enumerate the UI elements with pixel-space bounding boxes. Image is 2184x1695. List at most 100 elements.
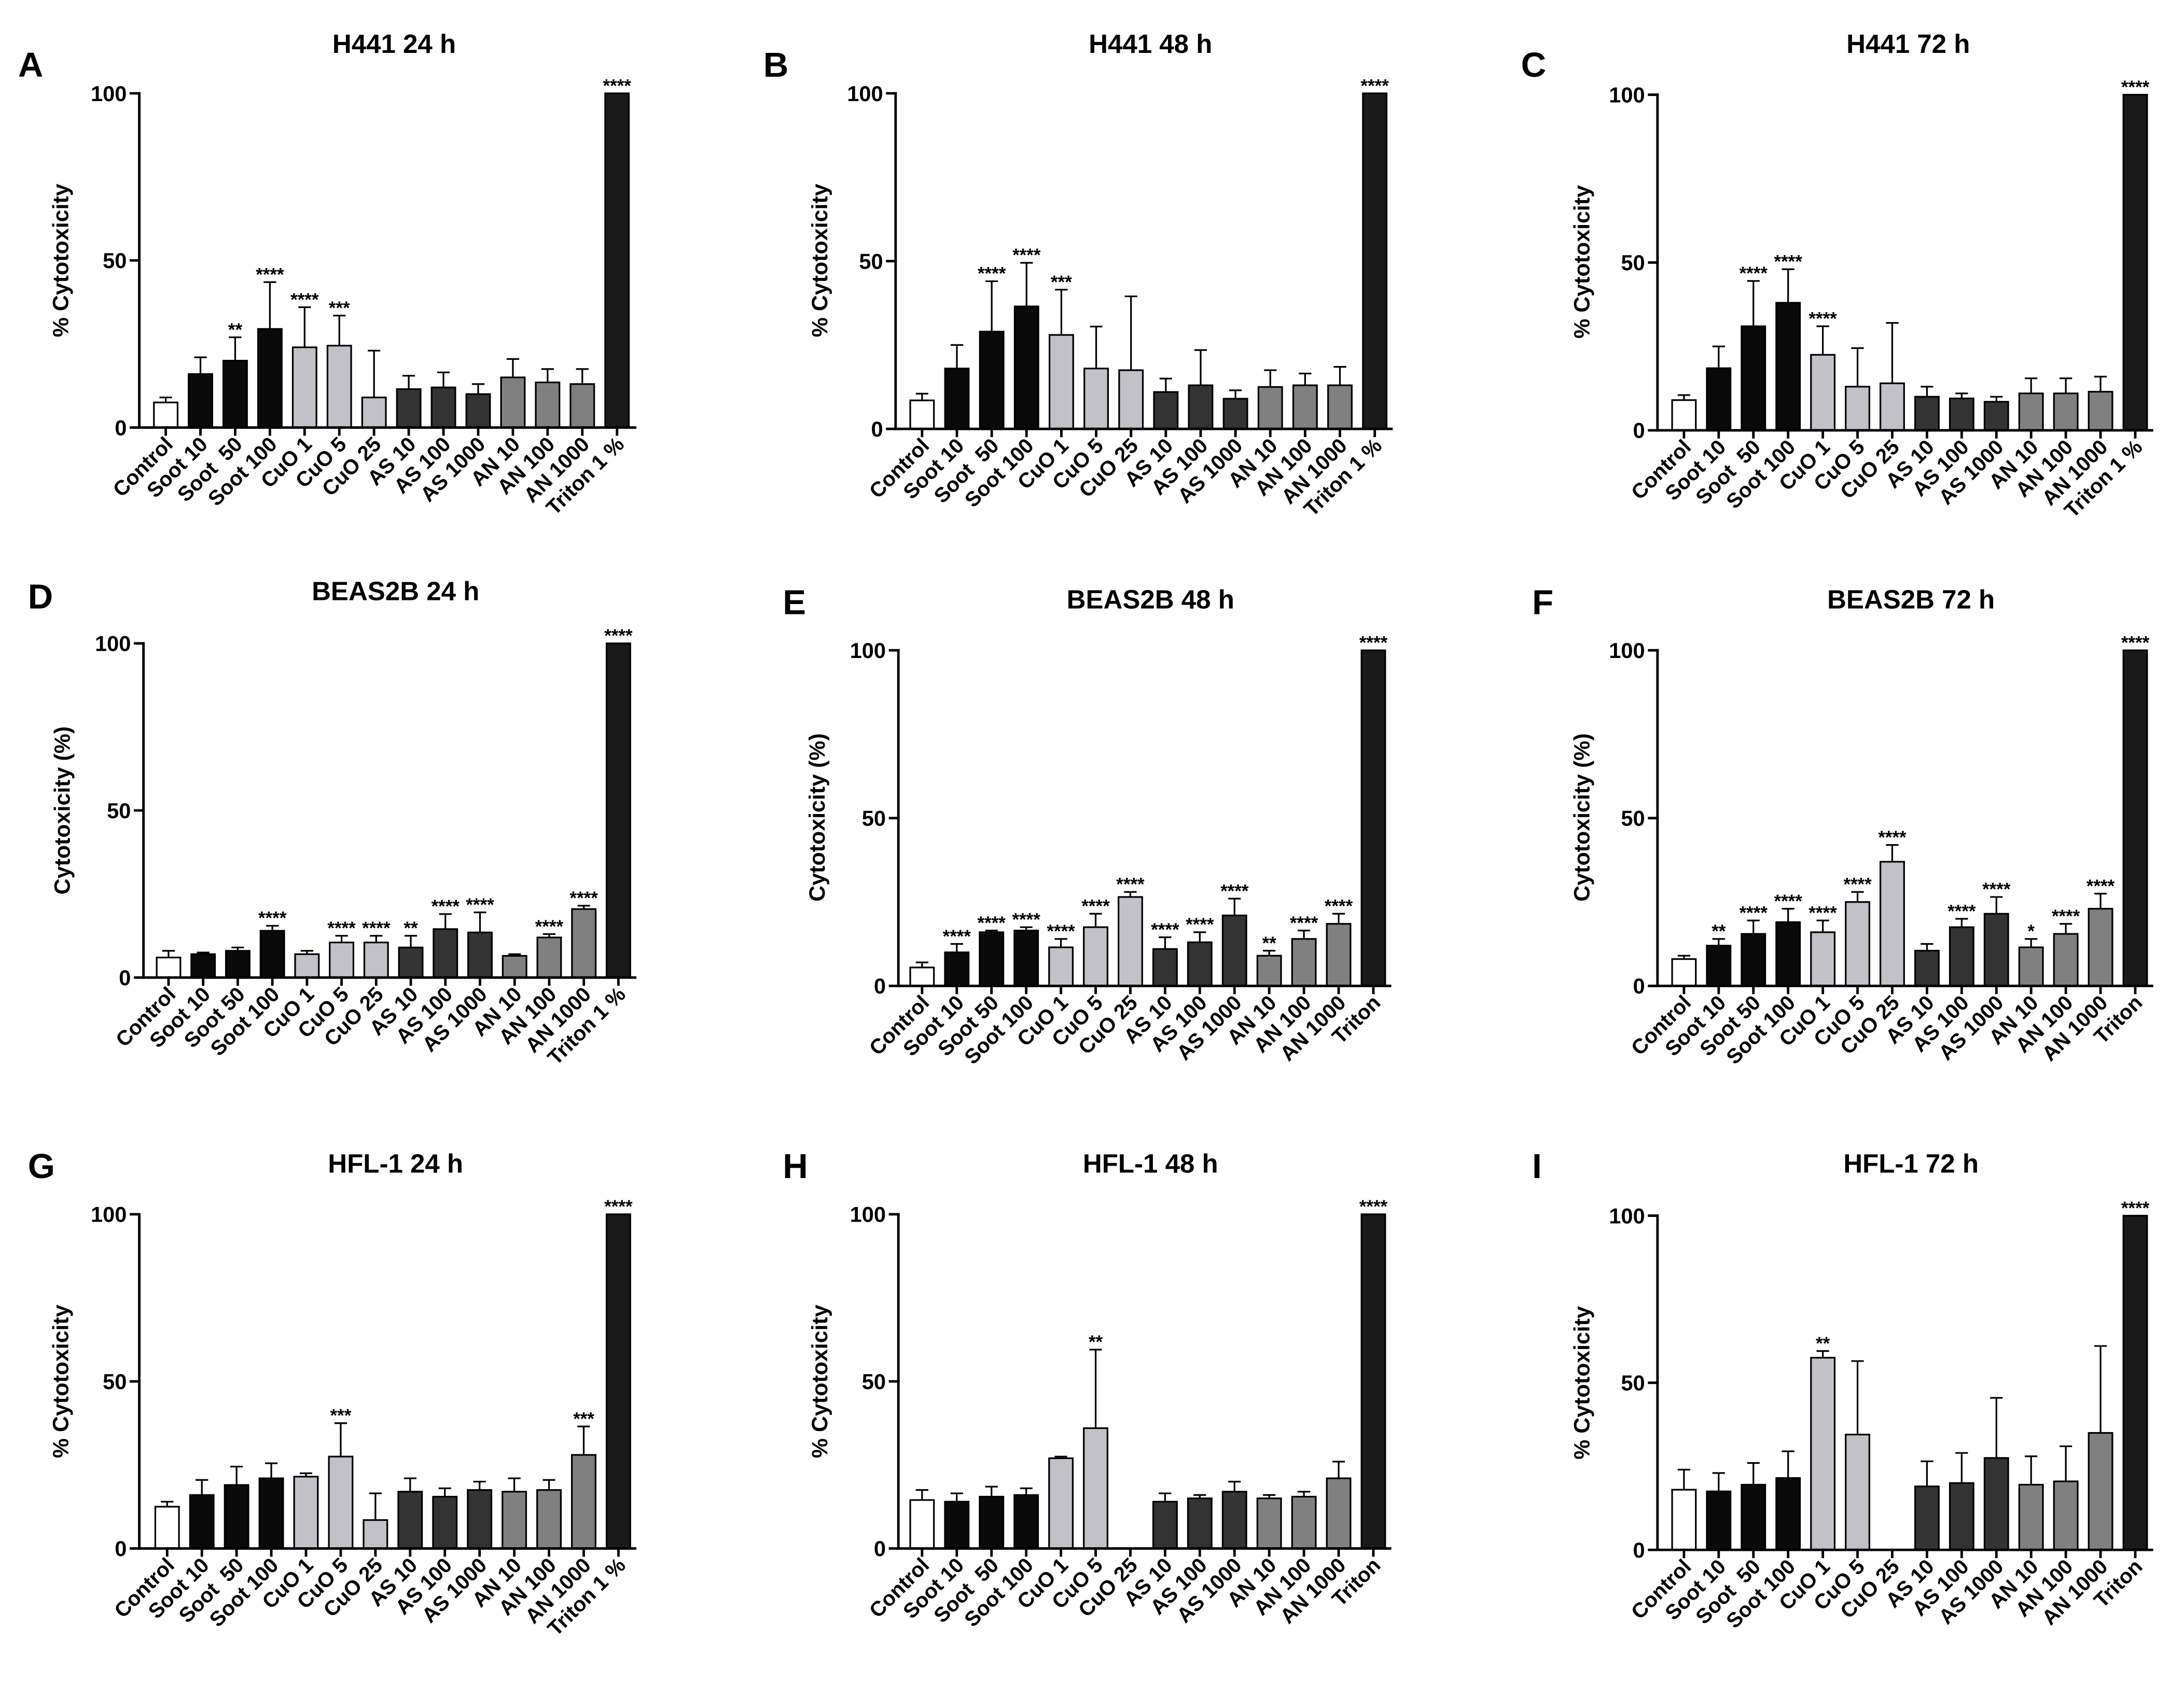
bar-an-1000 (1326, 1477, 1352, 1550)
panel-letter: B (763, 46, 788, 85)
significance-label: **** (466, 895, 494, 915)
y-axis-label: % Cytotoxicity (808, 184, 832, 337)
error-bar-control (915, 393, 928, 401)
y-tick-label: 100 (95, 632, 131, 656)
bar-triton (1360, 1213, 1386, 1550)
error-bar-cuo-5 (334, 1422, 347, 1457)
error-bar-cuo-25 (1124, 891, 1137, 897)
significance-label: **** (1982, 879, 2011, 900)
bar-soot-50 (224, 1484, 249, 1550)
error-bar-an-10 (506, 358, 520, 377)
bar-as-1000 (1221, 1491, 1247, 1550)
bar-cuo-25 (1118, 369, 1144, 430)
significance-label: **** (1359, 633, 1388, 653)
significance-label: * (2027, 921, 2035, 942)
bar-control (1671, 1489, 1697, 1551)
significance-label: **** (978, 913, 1006, 933)
bar-soot-100 (1013, 1494, 1039, 1550)
bar-soot-100 (257, 328, 283, 429)
bar-triton (2122, 1214, 2148, 1551)
error-bar-soot-10 (194, 356, 207, 374)
bar-as-1000 (467, 931, 493, 978)
error-bar-cuo-25 (1886, 844, 1899, 862)
bar-cuo-25 (1880, 861, 1905, 987)
significance-label: **** (2121, 1198, 2150, 1218)
bar-cuo-25 (361, 396, 387, 429)
error-bar-soot-50 (229, 336, 242, 361)
error-bar-as-100 (1955, 918, 1968, 928)
y-axis-label: % Cytotoxicity (808, 1305, 832, 1458)
bar-as-100 (1187, 1497, 1213, 1550)
bar-cuo-5 (1845, 901, 1870, 987)
significance-label: *** (573, 1409, 594, 1429)
bar-as-10 (1914, 1486, 1940, 1551)
y-axis-label: Cytotoxicity (%) (1569, 733, 1594, 902)
significance-label: **** (258, 908, 287, 929)
error-bar-an-100 (2060, 377, 2072, 394)
error-bar-soot-100 (1020, 1487, 1033, 1495)
error-bar-as-10 (1921, 1460, 1933, 1487)
significance-label: **** (1843, 875, 1872, 895)
error-bar-cuo-1 (1816, 919, 1829, 932)
bar-triton-1 (2122, 94, 2148, 431)
bar-as-1000 (1983, 1457, 2009, 1551)
error-bar-as-10 (1159, 936, 1172, 949)
bar-soot-10 (944, 368, 970, 430)
error-bar-as-1000 (1990, 396, 2003, 402)
error-bar-soot-50 (1747, 280, 1760, 327)
error-bar-an-10 (1264, 369, 1277, 387)
error-bar-soot-100 (1782, 268, 1795, 303)
error-bar-as-1000 (1990, 896, 2003, 914)
y-tick-label: 0 (874, 1536, 886, 1561)
significance-label: **** (2121, 633, 2150, 653)
error-bar-cuo-1 (1816, 325, 1829, 355)
bar-soot-100 (1775, 1477, 1801, 1551)
bar-cuo-5 (328, 1455, 354, 1550)
error-bar-cuo-5 (1851, 1360, 1864, 1435)
bar-as-1000 (1983, 401, 2009, 431)
bar-an-100 (2053, 393, 2079, 431)
error-bar-cuo-5 (1851, 347, 1864, 387)
error-bar-an-100 (1298, 930, 1311, 939)
bar-soot-100 (1013, 930, 1039, 987)
y-axis-label: % Cytotoxicity (49, 184, 74, 337)
significance-label: **** (1047, 921, 1075, 942)
bar-cuo-1 (1810, 354, 1836, 431)
bar-cuo-1 (1048, 334, 1074, 430)
error-bar-cuo-5 (1090, 326, 1103, 369)
error-bar-an-1000 (576, 368, 589, 384)
bar-cuo-5 (326, 345, 352, 429)
y-tick-label: 100 (850, 1202, 886, 1227)
error-bar-an-1000 (1332, 913, 1345, 924)
error-bar-an-1000 (577, 1425, 590, 1455)
significance-label: **** (604, 626, 633, 646)
error-bar-as-100 (1955, 1452, 1968, 1483)
error-bar-an-1000 (2094, 1345, 2107, 1433)
error-bar-an-10 (2025, 938, 2038, 948)
y-tick-label: 50 (103, 248, 127, 273)
error-bar-as-1000 (473, 1480, 486, 1490)
error-bar-soot-50 (1747, 919, 1760, 934)
y-axis-label: % Cytotoxicity (1569, 185, 1594, 339)
y-tick-label: 0 (119, 965, 131, 990)
bar-an-1000 (2088, 1432, 2113, 1551)
y-tick-label: 0 (874, 974, 886, 998)
bar-as-10 (1914, 949, 1940, 987)
bar-an-1000 (571, 908, 597, 978)
error-bar-an-1000 (577, 905, 590, 909)
bar-control (153, 401, 179, 429)
bar-control (909, 966, 935, 987)
bar-cuo-1 (294, 953, 320, 978)
error-bar-cuo-1 (1816, 1350, 1829, 1358)
error-bar-as-1000 (1229, 389, 1242, 399)
error-bar-an-100 (542, 1479, 555, 1490)
y-tick-label: 100 (850, 638, 886, 663)
significance-label: **** (1878, 828, 1907, 848)
error-bar-soot-10 (1712, 345, 1725, 369)
bar-cuo-5 (329, 942, 355, 978)
error-bar-as-10 (1159, 1492, 1172, 1502)
bar-cuo-1 (1810, 931, 1836, 987)
significance-label: **** (290, 290, 319, 310)
